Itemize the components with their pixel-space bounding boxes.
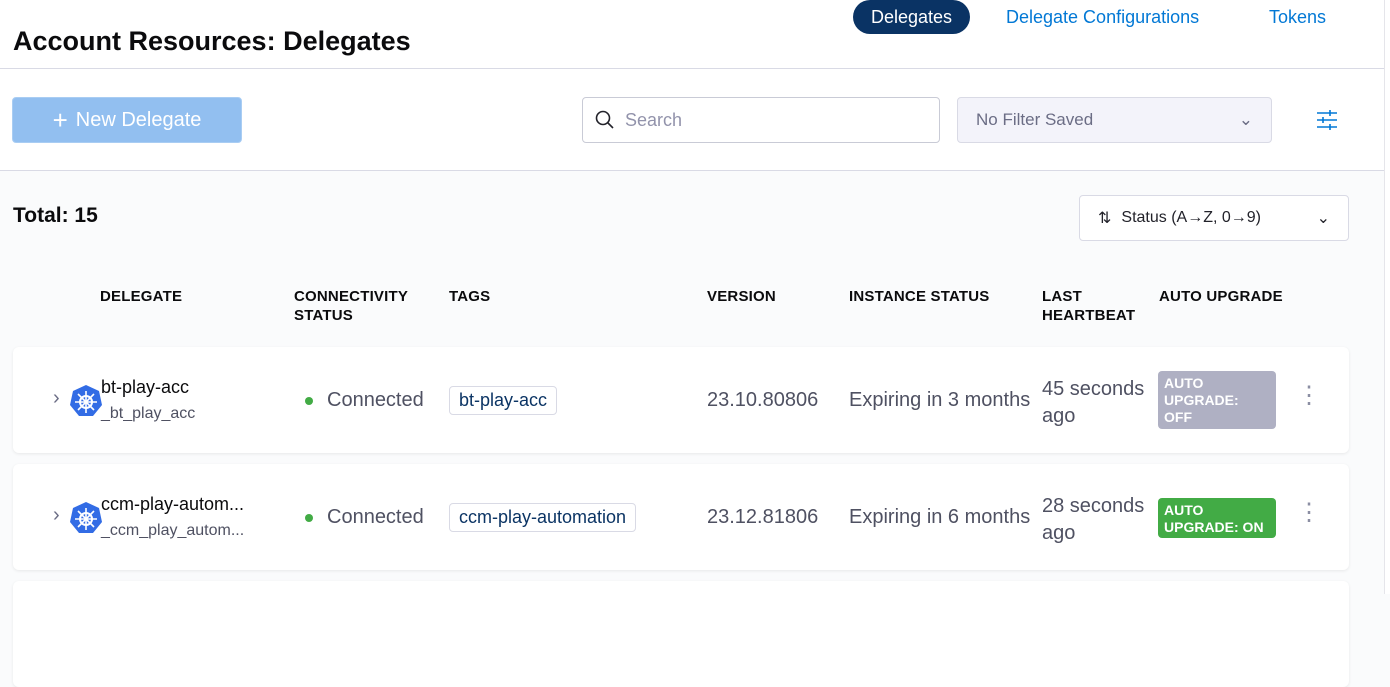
instance-status: Expiring in 3 months	[849, 389, 1031, 411]
column-header-auto-upgrade: AUTO UPGRADE	[1159, 288, 1283, 305]
delegate-identifier: _ccm_play_autom...	[101, 522, 245, 539]
sort-value: Status (A→Z, 0→9)	[1121, 209, 1261, 226]
filter-value: No Filter Saved	[976, 110, 1094, 129]
version: 23.10.80806	[707, 389, 819, 411]
column-header-instance-status: INSTANCE STATUS	[849, 288, 990, 305]
new-delegate-label: New Delegate	[75, 108, 202, 131]
search-placeholder: Search	[625, 109, 683, 130]
chevron-right-icon[interactable]: ›	[53, 504, 60, 526]
chevron-right-icon[interactable]: ›	[53, 387, 60, 409]
connectivity-status: Connected	[305, 506, 424, 529]
auto-upgrade-badge: AUTO UPGRADE: OFF	[1158, 371, 1276, 429]
more-options-icon[interactable]: ⋮	[1297, 499, 1321, 526]
column-header-connectivity: CONNECTIVITY STATUS	[294, 288, 408, 324]
status-dot-icon	[305, 396, 313, 405]
connectivity-status: Connected	[305, 389, 424, 412]
status-text: Connected	[327, 506, 424, 528]
filter-settings-icon[interactable]	[1316, 109, 1338, 131]
status-text: Connected	[327, 389, 424, 411]
tag-chip: ccm-play-automation	[449, 503, 637, 532]
sort-dropdown[interactable]: ⇅ Status (A→Z, 0→9) ⌄	[1079, 195, 1349, 241]
column-header-last-heartbeat: LAST HEARTBEAT	[1042, 288, 1136, 324]
version: 23.12.81806	[707, 506, 819, 528]
new-delegate-button[interactable]: + New Delegate	[12, 97, 242, 143]
total-count: Total: 15	[13, 204, 98, 227]
status-dot-icon	[305, 513, 313, 522]
delegate-name[interactable]: bt-play-acc	[101, 377, 190, 397]
search-input[interactable]: Search	[582, 97, 940, 143]
kubernetes-icon	[70, 502, 102, 533]
plus-icon: +	[52, 104, 68, 135]
chevron-down-icon: ⌄	[1238, 110, 1253, 129]
table-row[interactable]: › ccm-play-autom... _ccm_play_autom... C…	[13, 464, 1349, 570]
toolbar: + New Delegate Search No Filter Saved ⌄	[0, 69, 1385, 171]
search-icon	[595, 110, 614, 129]
page-header: Account Resources: Delegates Delegates D…	[0, 0, 1385, 69]
scrollbar[interactable]	[1384, 0, 1390, 594]
column-header-delegate: DELEGATE	[100, 288, 183, 305]
instance-status: Expiring in 6 months	[849, 506, 1031, 528]
sort-icon: ⇅	[1098, 210, 1112, 227]
last-heartbeat: 28 seconds ago	[1042, 495, 1145, 544]
column-header-tags: TAGS	[449, 288, 491, 305]
column-header-version: VERSION	[707, 288, 776, 305]
last-heartbeat: 45 seconds ago	[1042, 378, 1145, 427]
tab-delegate-configurations[interactable]: Delegate Configurations	[1006, 7, 1200, 27]
tab-delegates[interactable]: Delegates	[853, 0, 971, 34]
filter-select[interactable]: No Filter Saved ⌄	[957, 97, 1272, 143]
tab-tokens[interactable]: Tokens	[1269, 7, 1327, 27]
kubernetes-icon	[70, 385, 102, 416]
delegate-identifier: _bt_play_acc	[101, 405, 196, 422]
delegate-name[interactable]: ccm-play-autom...	[101, 494, 245, 514]
table-row[interactable]	[13, 581, 1349, 687]
table-row[interactable]: › bt-play-acc _bt_play_acc Connected bt-…	[13, 347, 1349, 453]
chevron-down-icon: ⌄	[1316, 210, 1330, 227]
page-title: Account Resources: Delegates	[13, 26, 411, 56]
tag-chip: bt-play-acc	[449, 386, 558, 415]
more-options-icon[interactable]: ⋮	[1297, 382, 1321, 409]
auto-upgrade-badge: AUTO UPGRADE: ON	[1158, 498, 1276, 538]
